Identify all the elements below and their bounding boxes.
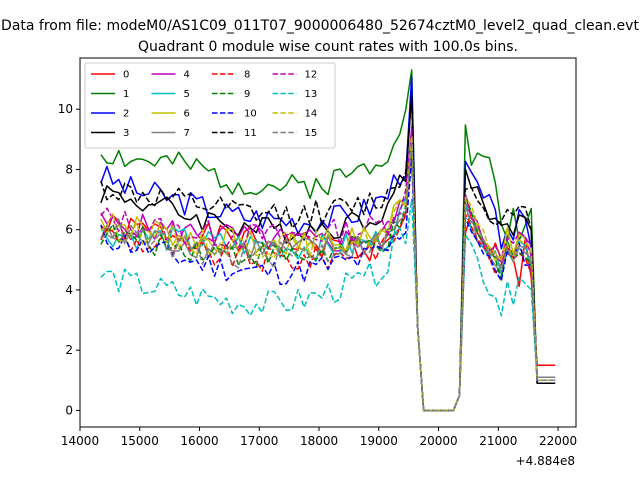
chart-title: Quadrant 0 module wise count rates with … xyxy=(138,39,518,55)
series-line-1 xyxy=(100,69,556,412)
legend-label-9: 9 xyxy=(244,89,250,100)
series-line-15 xyxy=(100,141,556,412)
legend-label-6: 6 xyxy=(184,109,190,120)
series-line-11 xyxy=(100,96,556,412)
x-tick-label: 16000 xyxy=(180,434,218,448)
x-tick-label: 17000 xyxy=(240,434,278,448)
series-line-12 xyxy=(100,129,556,412)
x-tick-label: 14000 xyxy=(61,434,99,448)
series-line-4 xyxy=(100,126,556,412)
x-tick-label: 19000 xyxy=(360,434,398,448)
axis-ticks: 14000 15000 16000 17000 18000 19000 20000 21000… xyxy=(58,102,577,448)
y-tick-label: 0 xyxy=(65,403,73,417)
y-tick-label: 10 xyxy=(58,102,73,116)
legend-box xyxy=(84,62,336,149)
legend-label-11: 11 xyxy=(244,128,257,139)
legend-label-7: 7 xyxy=(184,128,190,139)
series-line-3 xyxy=(100,93,556,412)
figure-suptitle: Data from file: modeM0/AS1C09_011T07_900… xyxy=(1,18,639,34)
legend-label-13: 13 xyxy=(305,89,318,100)
series-line-14 xyxy=(100,135,556,412)
y-tick-label: 8 xyxy=(65,162,73,176)
series-line-13 xyxy=(100,198,556,412)
x-tick-label: 21000 xyxy=(479,434,517,448)
legend-label-10: 10 xyxy=(244,109,257,120)
legend-label-14: 14 xyxy=(305,109,318,120)
legend-label-2: 2 xyxy=(123,109,129,120)
x-tick-label: 22000 xyxy=(539,434,577,448)
plot-frame xyxy=(79,57,577,428)
legend-label-5: 5 xyxy=(184,89,190,100)
y-tick-label: 4 xyxy=(65,283,73,297)
y-tick-label: 2 xyxy=(65,343,73,357)
legend-label-4: 4 xyxy=(184,70,190,81)
legend-label-3: 3 xyxy=(123,128,129,139)
x-tick-label: 15000 xyxy=(121,434,159,448)
plot-series-layer xyxy=(100,69,556,412)
legend-label-1: 1 xyxy=(123,89,129,100)
legend-label-0: 0 xyxy=(123,70,129,81)
x-offset-label: +4.884e8 xyxy=(516,454,575,468)
x-tick-label: 18000 xyxy=(300,434,338,448)
legend-label-12: 12 xyxy=(305,70,318,81)
legend-label-8: 8 xyxy=(244,70,250,81)
x-tick-label: 20000 xyxy=(419,434,457,448)
y-tick-label: 6 xyxy=(65,223,73,237)
legend-label-15: 15 xyxy=(305,128,318,139)
series-line-10 xyxy=(100,156,556,412)
